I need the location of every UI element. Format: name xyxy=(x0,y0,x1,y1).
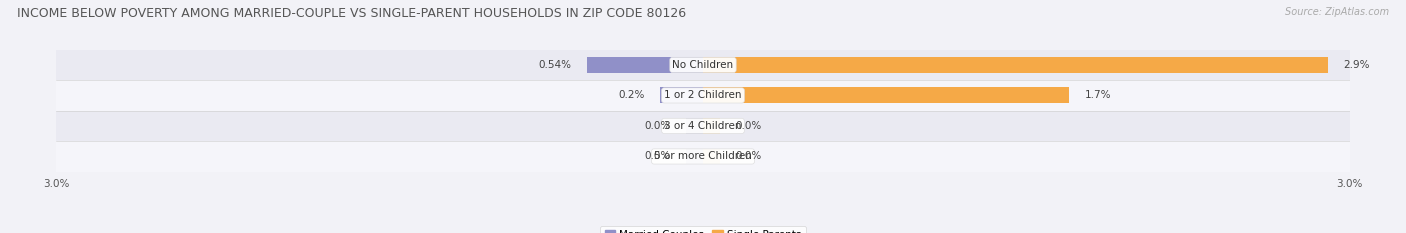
Bar xyxy=(703,87,1070,103)
Text: INCOME BELOW POVERTY AMONG MARRIED-COUPLE VS SINGLE-PARENT HOUSEHOLDS IN ZIP COD: INCOME BELOW POVERTY AMONG MARRIED-COUPL… xyxy=(17,7,686,20)
Bar xyxy=(56,50,1350,80)
Bar xyxy=(703,148,720,164)
Bar xyxy=(56,111,1350,141)
Bar xyxy=(56,141,1350,172)
Text: 0.0%: 0.0% xyxy=(644,121,671,131)
Text: 0.0%: 0.0% xyxy=(735,121,762,131)
Bar xyxy=(586,57,703,73)
Text: 0.0%: 0.0% xyxy=(735,151,762,161)
Bar xyxy=(659,87,703,103)
Bar xyxy=(686,118,703,134)
Text: Source: ZipAtlas.com: Source: ZipAtlas.com xyxy=(1285,7,1389,17)
Bar xyxy=(703,118,720,134)
Text: 1 or 2 Children: 1 or 2 Children xyxy=(664,90,742,100)
Bar xyxy=(56,80,1350,111)
Text: 0.54%: 0.54% xyxy=(538,60,571,70)
Bar xyxy=(686,148,703,164)
Bar xyxy=(703,57,1329,73)
Text: 0.0%: 0.0% xyxy=(644,151,671,161)
Text: 2.9%: 2.9% xyxy=(1343,60,1369,70)
Text: 3 or 4 Children: 3 or 4 Children xyxy=(664,121,742,131)
Text: No Children: No Children xyxy=(672,60,734,70)
Text: 1.7%: 1.7% xyxy=(1084,90,1111,100)
Text: 5 or more Children: 5 or more Children xyxy=(654,151,752,161)
Text: 0.2%: 0.2% xyxy=(619,90,645,100)
Legend: Married Couples, Single Parents: Married Couples, Single Parents xyxy=(600,226,806,233)
